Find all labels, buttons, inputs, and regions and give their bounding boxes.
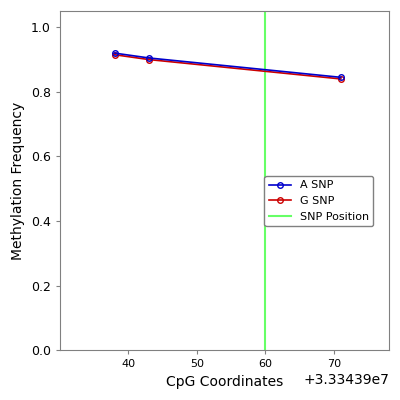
A SNP xyxy=(338,75,343,80)
Line: G SNP: G SNP xyxy=(112,52,344,82)
X-axis label: CpG Coordinates: CpG Coordinates xyxy=(166,375,283,389)
A SNP xyxy=(112,51,117,56)
Y-axis label: Methylation Frequency: Methylation Frequency xyxy=(11,102,25,260)
Legend: A SNP, G SNP, SNP Position: A SNP, G SNP, SNP Position xyxy=(264,176,374,226)
G SNP xyxy=(338,76,343,81)
Line: A SNP: A SNP xyxy=(112,50,344,80)
G SNP xyxy=(146,57,151,62)
G SNP xyxy=(112,52,117,57)
A SNP xyxy=(146,56,151,60)
